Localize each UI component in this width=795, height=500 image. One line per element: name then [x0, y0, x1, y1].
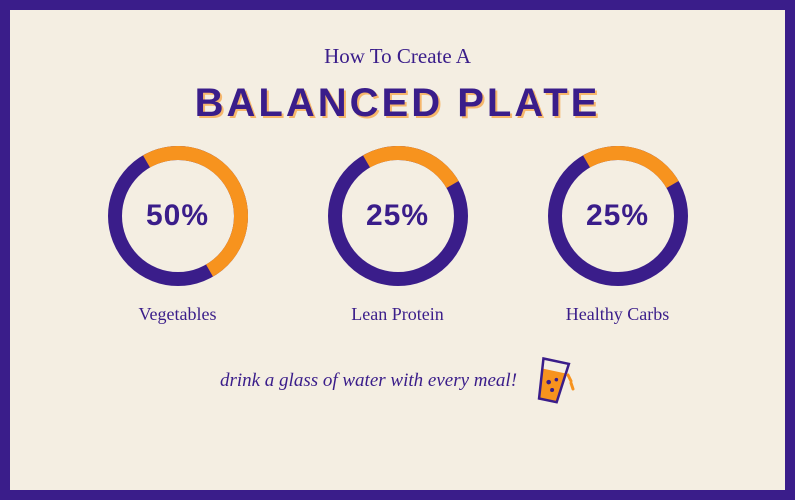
donut-protein: 25% Lean Protein — [328, 146, 468, 325]
donut-percent-label: 50% — [108, 146, 248, 286]
donut-category-label: Lean Protein — [351, 304, 443, 325]
donut-percent-label: 25% — [548, 146, 688, 286]
donut-carbs: 25% Healthy Carbs — [548, 146, 688, 325]
donut-row: 50% Vegetables 25% Lean Protein 25% Heal… — [108, 146, 688, 325]
donut-vegetables: 50% Vegetables — [108, 146, 248, 325]
donut-chart: 50% — [108, 146, 248, 286]
water-glass-icon — [531, 357, 575, 405]
pretitle: How To Create A — [324, 44, 471, 69]
donut-chart: 25% — [328, 146, 468, 286]
donut-category-label: Healthy Carbs — [566, 304, 669, 325]
donut-category-label: Vegetables — [139, 304, 217, 325]
footer: drink a glass of water with every meal! — [220, 357, 575, 405]
donut-percent-label: 25% — [328, 146, 468, 286]
infographic-frame: How To Create A BALANCED PLATE 50% Veget… — [0, 0, 795, 500]
footer-text: drink a glass of water with every meal! — [220, 370, 517, 392]
headline: BALANCED PLATE — [195, 81, 601, 126]
donut-chart: 25% — [548, 146, 688, 286]
